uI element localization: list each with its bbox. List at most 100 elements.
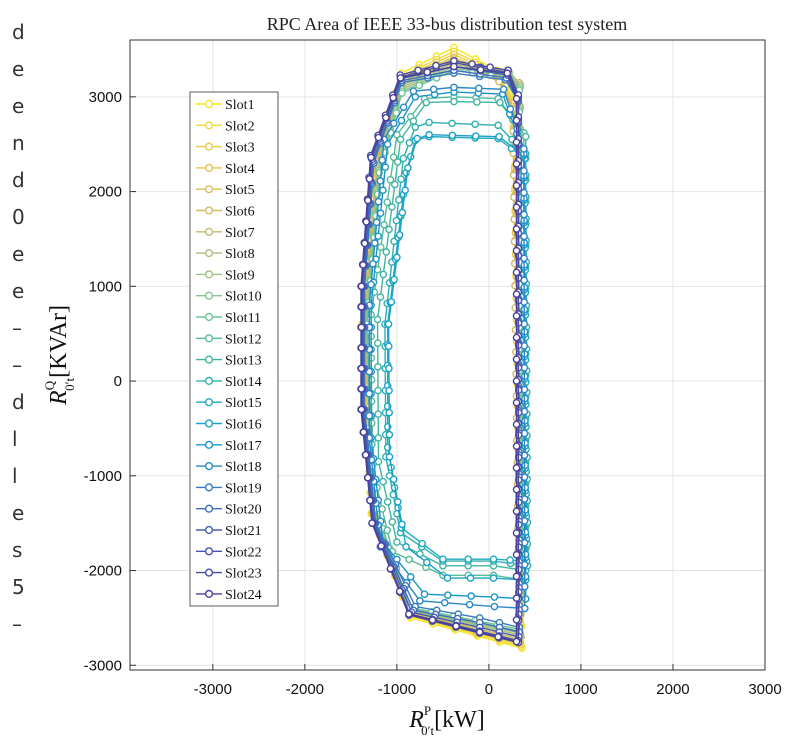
series-marker <box>357 405 366 414</box>
series-marker <box>357 282 366 291</box>
y-axis-label-sub: 0′t <box>62 378 77 391</box>
series-marker <box>365 389 374 398</box>
series-marker <box>383 526 392 535</box>
legend-entry: Slot23 <box>225 567 262 582</box>
series-marker <box>369 260 377 268</box>
series-marker <box>450 97 458 106</box>
tick-labels: -3000 -2000 -1000 0 1000 2000 3000 -3000 -2000 -1… <box>84 89 782 698</box>
series-marker <box>384 320 393 329</box>
series-marker <box>512 507 521 516</box>
series-marker <box>374 197 383 206</box>
series-marker <box>506 556 514 564</box>
series-marker <box>374 434 383 442</box>
series-marker <box>432 61 440 70</box>
legend-marker <box>204 163 214 173</box>
series-marker <box>512 225 521 233</box>
legend-entry: Slot4 <box>225 162 255 177</box>
series-marker <box>393 158 402 166</box>
series-marker <box>512 398 521 407</box>
side-text-char: s <box>12 538 23 562</box>
series-marker <box>473 98 481 106</box>
series-marker <box>521 506 530 514</box>
series-marker <box>395 231 404 239</box>
legend-entry: Slot22 <box>225 545 262 560</box>
series-marker <box>385 225 393 234</box>
series-marker <box>359 428 368 437</box>
series-marker <box>386 175 395 184</box>
series-marker <box>475 628 484 636</box>
series-marker <box>466 574 475 582</box>
series-marker <box>499 85 508 94</box>
cropped-side-text: d e e n d 0 e e – – d l l e s 5– <box>0 0 30 738</box>
side-text-char: l <box>12 464 18 488</box>
series-marker <box>512 594 521 602</box>
series-marker <box>373 315 382 324</box>
series-marker <box>359 261 367 269</box>
series-marker <box>520 210 528 219</box>
series-marker <box>422 98 431 107</box>
y-tick-label: 3000 <box>89 89 122 106</box>
series-marker <box>489 555 498 563</box>
series-marker <box>512 160 521 168</box>
side-text-char: n <box>12 131 25 155</box>
legend-entry: Slot16 <box>225 418 262 433</box>
x-axis-label-sup: P <box>424 703 431 718</box>
series-marker <box>401 186 409 195</box>
series-marker <box>383 498 392 506</box>
y-tick-label: 1000 <box>89 278 122 295</box>
x-tick-label: 2000 <box>656 681 689 698</box>
x-axis-label-unit: [kW] <box>434 707 485 733</box>
side-text-char: – <box>12 316 22 340</box>
series-marker <box>471 120 479 129</box>
series-marker <box>425 118 433 127</box>
side-text-char: d <box>12 390 25 414</box>
series-marker <box>512 312 521 320</box>
series-marker <box>396 135 405 144</box>
series-marker <box>357 385 366 393</box>
x-tick-label: 0 <box>485 681 493 698</box>
series-marker <box>387 298 396 306</box>
series-marker <box>405 610 413 618</box>
legend-marker <box>204 206 214 215</box>
series-marker <box>512 116 521 125</box>
legend-entry: Slot18 <box>225 460 262 475</box>
legend-marker <box>204 334 214 343</box>
series-marker <box>450 83 458 92</box>
series-marker <box>382 113 390 122</box>
series-marker <box>393 253 401 262</box>
x-tick-label: -1000 <box>378 681 416 698</box>
legend-entry: Slot12 <box>225 332 262 347</box>
legend-marker <box>204 376 214 386</box>
series-marker <box>362 218 371 226</box>
series-marker <box>444 591 452 599</box>
series-marker <box>361 451 370 459</box>
series-marker <box>384 342 393 351</box>
series-marker <box>395 587 404 596</box>
series-marker <box>391 180 399 189</box>
series-marker <box>357 323 366 332</box>
series-marker <box>380 220 388 229</box>
series-marker <box>364 473 372 482</box>
series-marker <box>381 163 390 172</box>
series-marker <box>512 637 521 646</box>
legend-entry: Slot10 <box>225 290 262 305</box>
series-marker <box>398 520 406 529</box>
legend-entry: Slot6 <box>225 205 255 220</box>
series-marker <box>397 175 405 183</box>
series-marker <box>496 98 504 107</box>
legend-entry: Slot15 <box>225 396 262 411</box>
legend-entry: Slot20 <box>225 503 262 518</box>
series-marker <box>474 84 483 93</box>
series-marker <box>512 529 521 537</box>
legend: Slot1 Slot2 Slot3 Slot4 Slot5 Slot6 Slot7 Slot8… <box>189 91 279 607</box>
series-marker <box>512 268 521 277</box>
legend-entry: Slot13 <box>225 354 262 369</box>
legend-entry: Slot8 <box>225 247 255 262</box>
series-marker <box>512 290 521 298</box>
series-marker <box>390 119 398 128</box>
series-marker <box>448 131 457 140</box>
legend-marker <box>204 185 214 194</box>
series-marker <box>512 550 521 559</box>
series-marker <box>389 153 398 162</box>
side-text-char: 0 <box>12 205 25 229</box>
